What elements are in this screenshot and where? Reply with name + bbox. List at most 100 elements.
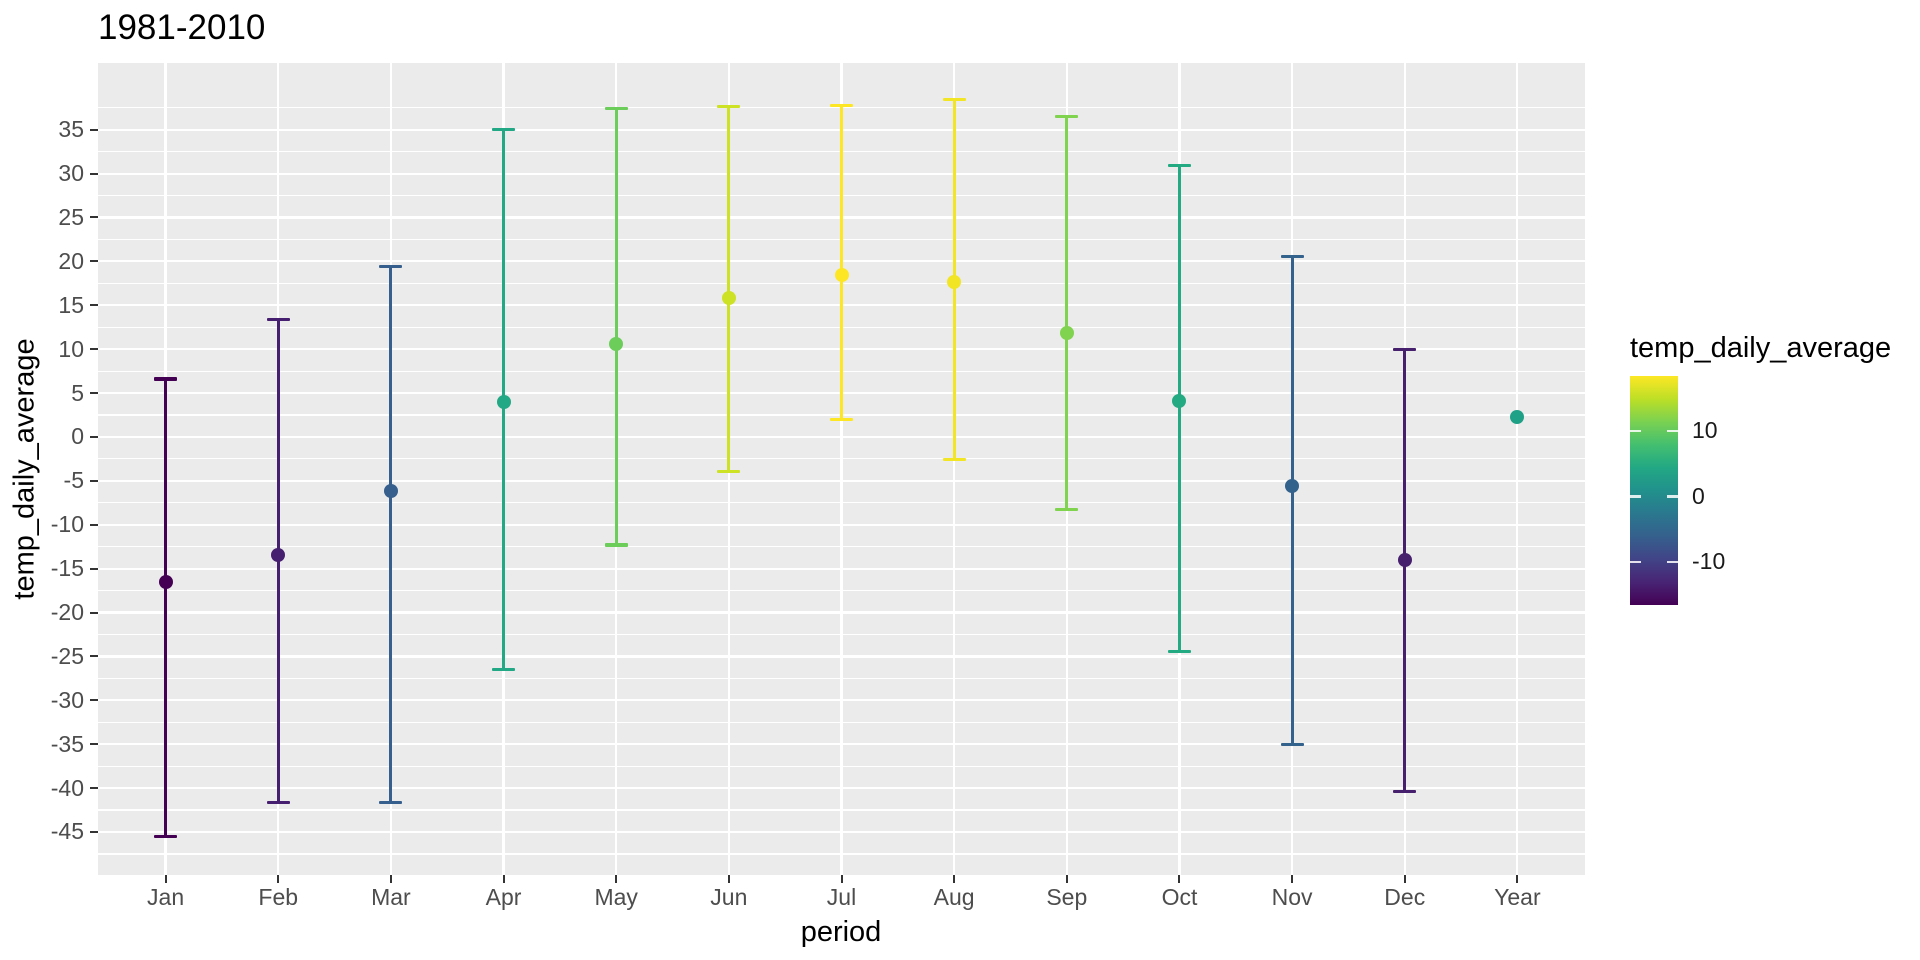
- errorbar-line: [1403, 349, 1407, 792]
- point-dot: [271, 548, 286, 563]
- legend-tick: [1630, 560, 1641, 563]
- point-dot: [1510, 409, 1525, 424]
- x-axis-tick: [164, 875, 167, 883]
- y-axis-tick: [90, 655, 98, 658]
- x-axis-tick: [1291, 875, 1294, 883]
- x-tick-label: Jan: [147, 884, 185, 910]
- errorbar-line: [727, 106, 731, 472]
- y-tick-label: -40: [50, 774, 84, 801]
- legend-tick: [1667, 495, 1678, 498]
- errorbar-cap-top: [717, 105, 741, 109]
- x-axis-tick: [727, 875, 730, 883]
- point-dot: [834, 268, 849, 283]
- y-tick-label: 35: [58, 116, 84, 143]
- x-tick-label: Aug: [933, 884, 975, 910]
- errorbar-cap-bottom: [1055, 508, 1079, 512]
- legend-title: temp_daily_average: [1630, 332, 1892, 364]
- legend-tick-label: -10: [1692, 548, 1726, 575]
- errorbar-line: [389, 266, 393, 803]
- errorbar-cap-top: [942, 98, 966, 102]
- y-tick-label: 10: [58, 335, 84, 362]
- y-tick-label: 5: [71, 379, 84, 406]
- errorbar-cap-bottom: [492, 667, 516, 672]
- errorbar-cap-bottom: [1393, 790, 1417, 794]
- y-tick-label: -15: [50, 555, 84, 582]
- plot-panel: [98, 63, 1585, 875]
- x-gridline-Year: [1516, 63, 1519, 875]
- x-axis-title: period: [800, 916, 882, 948]
- x-tick-label: Oct: [1161, 884, 1198, 910]
- plot-title: 1981-2010: [98, 8, 266, 47]
- x-tick-label: Mar: [371, 884, 411, 910]
- x-axis-tick: [1065, 875, 1068, 883]
- y-tick-label: 30: [58, 160, 84, 187]
- legend-tick-label: 10: [1692, 417, 1718, 444]
- point-dot: [496, 394, 511, 409]
- y-axis-tick: [90, 172, 98, 175]
- legend-tick: [1667, 429, 1678, 433]
- legend-tick-label: 0: [1692, 482, 1705, 509]
- errorbar-line: [614, 108, 618, 545]
- y-tick-label: -30: [50, 686, 84, 713]
- errorbar-cap-top: [1393, 347, 1417, 351]
- point-dot: [947, 274, 962, 289]
- y-axis-tick: [90, 392, 98, 395]
- y-axis-tick: [90, 128, 98, 131]
- x-tick-label: Apr: [485, 884, 522, 910]
- x-axis-tick: [615, 875, 618, 883]
- y-axis-tick: [90, 787, 98, 790]
- point-dot: [1397, 552, 1412, 567]
- y-axis-tick: [90, 216, 98, 219]
- x-axis-tick: [840, 875, 843, 883]
- errorbar-cap-bottom: [604, 543, 628, 547]
- errorbar-cap-top: [492, 128, 516, 132]
- point-dot: [383, 484, 398, 499]
- x-tick-label: Sep: [1046, 884, 1088, 910]
- errorbar-cap-bottom: [154, 834, 178, 838]
- legend-tick: [1630, 495, 1641, 498]
- y-tick-label: -45: [50, 818, 84, 845]
- errorbar-cap-top: [379, 265, 403, 269]
- errorbar-cap-top: [154, 377, 178, 381]
- y-tick-label: 0: [71, 423, 84, 450]
- point-dot: [721, 291, 736, 306]
- errorbar-cap-top: [830, 103, 853, 107]
- errorbar-line: [163, 379, 168, 837]
- y-axis-tick: [90, 479, 98, 482]
- y-axis-tick: [90, 348, 98, 351]
- y-tick-label: -25: [50, 642, 84, 669]
- x-tick-label: Dec: [1384, 884, 1426, 910]
- y-tick-label: 25: [58, 203, 84, 230]
- x-axis-tick: [1178, 875, 1181, 883]
- errorbar-cap-top: [604, 107, 628, 111]
- point-dot: [1059, 326, 1074, 341]
- errorbar-cap-bottom: [266, 800, 290, 804]
- x-tick-label: Year: [1494, 884, 1541, 910]
- x-axis-tick: [953, 875, 956, 883]
- x-tick-label: May: [594, 884, 638, 910]
- y-axis-tick: [90, 699, 98, 702]
- y-axis-tick: [90, 435, 98, 438]
- x-gridline-Jul: [840, 63, 843, 875]
- x-axis-tick: [502, 875, 505, 883]
- errorbar-cap-bottom: [379, 800, 403, 804]
- point-dot: [1172, 393, 1187, 408]
- errorbar-line: [839, 105, 844, 420]
- x-tick-label: Feb: [258, 884, 299, 910]
- x-axis-tick: [389, 875, 392, 883]
- y-tick-label: -10: [50, 511, 84, 538]
- y-axis-tick: [90, 260, 98, 263]
- errorbar-cap-bottom: [830, 417, 853, 421]
- point-dot: [158, 574, 173, 589]
- errorbar-cap-bottom: [942, 458, 966, 462]
- errorbar-cap-top: [1167, 164, 1191, 168]
- x-axis-tick: [1403, 875, 1406, 883]
- errorbar-cap-top: [1055, 114, 1079, 119]
- x-tick-label: Nov: [1271, 884, 1313, 910]
- x-tick-label: Jun: [710, 884, 748, 910]
- errorbar-cap-bottom: [1167, 649, 1191, 653]
- legend-tick: [1630, 429, 1641, 433]
- y-axis-tick: [90, 743, 98, 746]
- y-tick-label: 15: [58, 291, 84, 318]
